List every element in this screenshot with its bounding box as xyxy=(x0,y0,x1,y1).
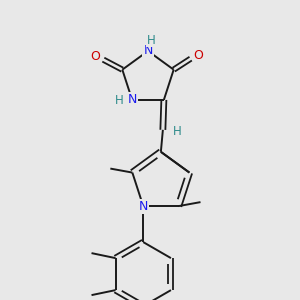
Text: O: O xyxy=(90,50,100,63)
Text: H: H xyxy=(172,125,181,138)
Text: N: N xyxy=(143,44,153,58)
Text: N: N xyxy=(128,93,137,106)
Text: O: O xyxy=(194,49,204,62)
Text: H: H xyxy=(147,34,155,46)
Text: N: N xyxy=(139,200,148,213)
Text: H: H xyxy=(115,94,124,107)
